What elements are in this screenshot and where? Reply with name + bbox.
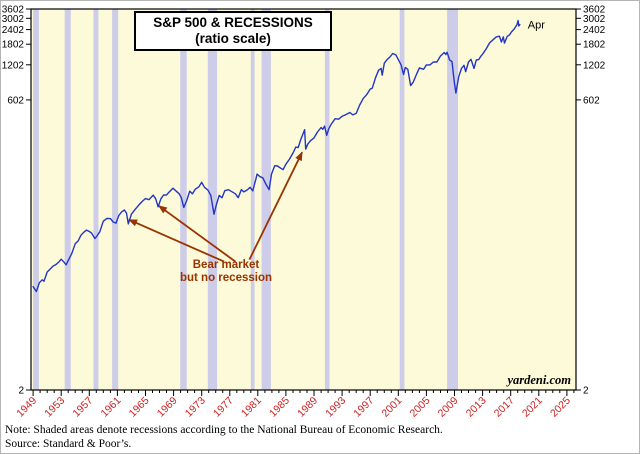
plot-background [31, 9, 576, 390]
recession-band [207, 9, 218, 390]
recession-band [399, 9, 405, 390]
x-axis-label: 1981 [239, 395, 264, 420]
chart-title-line2: (ratio scale) [195, 31, 271, 46]
recession-band [64, 9, 71, 390]
x-axis-label: 1993 [323, 395, 348, 420]
recession-band [112, 9, 119, 390]
y-axis-label-right: 1802 [583, 40, 606, 51]
x-axis-label: 1977 [211, 395, 236, 420]
x-axis-labels: 1949 1953 1957 1961 1965 1969 1973 1977 1981 1985… [14, 395, 573, 420]
footnote-note: Note: Shaded areas denote recessions acc… [5, 424, 443, 436]
y-axis-label-right: 1202 [583, 60, 606, 71]
annotation-arrow [248, 151, 303, 260]
watermark: yardeni.com [507, 373, 571, 387]
recession-band [180, 9, 187, 390]
x-axis-label: 2021 [520, 395, 545, 420]
x-axis-label: 1965 [127, 395, 152, 420]
x-axis-label: 1969 [155, 395, 180, 420]
last-point-label: Apr [528, 20, 545, 32]
recession-band [33, 9, 39, 390]
x-axis-label: 1989 [295, 395, 320, 420]
annotation-arrow [128, 218, 225, 263]
chart-title-line1: S&P 500 & RECESSIONS [153, 15, 313, 30]
recession-band [447, 9, 458, 390]
chart-title-box: S&P 500 & RECESSIONS (ratio scale) [134, 11, 332, 51]
y-axis-label-right: 3002 [583, 14, 606, 25]
footnote: Note: Shaded areas denote recessions acc… [5, 424, 443, 451]
y-axis-label-right: 2 [583, 386, 589, 397]
x-axis-label: 1949 [14, 395, 39, 420]
x-axis-label: 2009 [436, 395, 461, 420]
x-axis-label: 2025 [548, 395, 573, 420]
y-axis-label-right: 3602 [583, 5, 606, 16]
y-axis-ticks [26, 8, 581, 391]
x-axis-label: 1957 [70, 395, 95, 420]
y-axis-label-left: 2 [18, 386, 24, 397]
annotation-arrows [128, 151, 303, 263]
annotation-line2: but no recession [179, 272, 273, 284]
y-axis-label-left: 602 [7, 95, 24, 106]
y-axis-label-right: 2402 [583, 25, 606, 36]
annotation-arrow [158, 205, 236, 263]
sp500-line [32, 19, 521, 293]
x-axis-label: 2001 [379, 395, 404, 420]
y-axis-label-left: 1802 [2, 40, 25, 51]
x-axis-label: 2017 [492, 395, 517, 420]
bear-market-annotation: Bear market but no recession [154, 259, 298, 285]
recession-bands [33, 9, 458, 390]
y-axis-label-left: 3002 [2, 14, 25, 25]
x-axis-label: 1961 [99, 395, 124, 420]
x-axis-label: 1973 [183, 395, 208, 420]
x-axis-label: 1953 [42, 395, 67, 420]
y-axis-label-left: 3602 [2, 5, 25, 16]
y-axis-label-left: 2402 [2, 25, 25, 36]
x-axis-label: 1997 [351, 395, 376, 420]
recession-band [261, 9, 271, 390]
x-axis-label: 1985 [267, 395, 292, 420]
recession-band [250, 9, 255, 390]
y-axis-label-right: 602 [583, 95, 600, 106]
annotation-line1: Bear market [192, 259, 260, 271]
x-axis-label: 2005 [408, 395, 433, 420]
plot-border [30, 8, 577, 391]
x-axis-label: 2013 [464, 395, 489, 420]
recession-band [93, 9, 99, 390]
recession-band [324, 9, 330, 390]
footnote-source: Source: Standard & Poor’s. [5, 437, 132, 450]
y-axis-label-left: 1202 [2, 60, 25, 71]
